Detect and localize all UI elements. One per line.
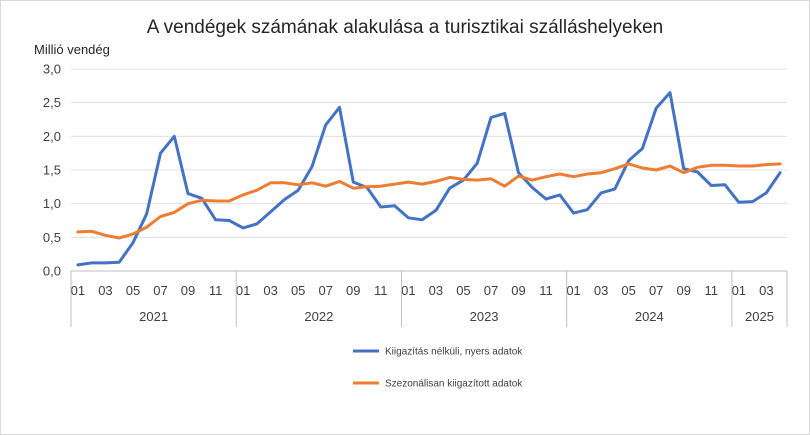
x-tick-label: 09 xyxy=(181,283,195,298)
y-tick-label: 0,0 xyxy=(43,264,61,279)
y-tick-label: 0,5 xyxy=(43,230,61,245)
year-label: 2024 xyxy=(635,309,664,324)
series-lines xyxy=(76,91,782,267)
x-tick-label: 05 xyxy=(291,283,305,298)
x-tick-label: 07 xyxy=(649,283,663,298)
x-tick-label: 09 xyxy=(676,283,690,298)
y-axis: 0,0 0,5 1,0 1,5 2,0 2,5 3,0 xyxy=(43,62,61,279)
x-tick-label: 07 xyxy=(318,283,332,298)
x-axis: 01 03 05 07 09 11 01 03 05 07 09 11 01 03 05 07 09 11 01 03… xyxy=(70,270,788,327)
chart-title: A vendégek számának alakulása a turiszti… xyxy=(147,17,663,38)
y-tick-label: 2,0 xyxy=(43,129,61,144)
x-tick-label: 01 xyxy=(401,283,415,298)
year-label: 2021 xyxy=(139,309,168,324)
x-tick-label: 11 xyxy=(374,283,388,298)
series-line-2 xyxy=(76,162,782,240)
y-axis-unit-label: Millió vendég xyxy=(34,42,110,57)
x-tick-label: 01 xyxy=(236,283,250,298)
x-tick-label: 01 xyxy=(566,283,580,298)
x-tick-label: 05 xyxy=(126,283,140,298)
x-tick-label: 05 xyxy=(456,283,470,298)
legend-label: Kiigazítás nélküli, nyers adatok xyxy=(385,347,523,358)
x-tick-label: 03 xyxy=(594,283,608,298)
legend: Kiigazítás nélküli, nyers adatok Szezonál… xyxy=(353,347,523,390)
x-tick-label: 05 xyxy=(621,283,635,298)
x-tick-label: 07 xyxy=(153,283,167,298)
x-tick-label: 09 xyxy=(511,283,525,298)
x-tick-label: 11 xyxy=(209,283,223,298)
year-label: 2025 xyxy=(745,309,774,324)
x-tick-label: 03 xyxy=(429,283,443,298)
y-tick-label: 1,0 xyxy=(43,196,61,211)
year-label: 2023 xyxy=(470,309,499,324)
x-tick-label: 03 xyxy=(263,283,277,298)
x-tick-label: 11 xyxy=(705,283,719,298)
x-tick-label: 03 xyxy=(759,283,773,298)
x-tick-label: 01 xyxy=(71,283,85,298)
y-tick-label: 3,0 xyxy=(43,62,61,77)
x-tick-label: 09 xyxy=(346,283,360,298)
y-tick-label: 2,5 xyxy=(43,95,61,110)
year-label: 2022 xyxy=(304,309,333,324)
x-tick-label: 01 xyxy=(732,283,746,298)
x-tick-label: 07 xyxy=(484,283,498,298)
x-tick-label: 11 xyxy=(539,283,553,298)
y-tick-label: 1,5 xyxy=(43,163,61,178)
x-tick-label: 03 xyxy=(98,283,112,298)
series-line-1 xyxy=(76,91,782,267)
legend-label: Szezonálisan kiigazított adatok xyxy=(385,379,523,390)
